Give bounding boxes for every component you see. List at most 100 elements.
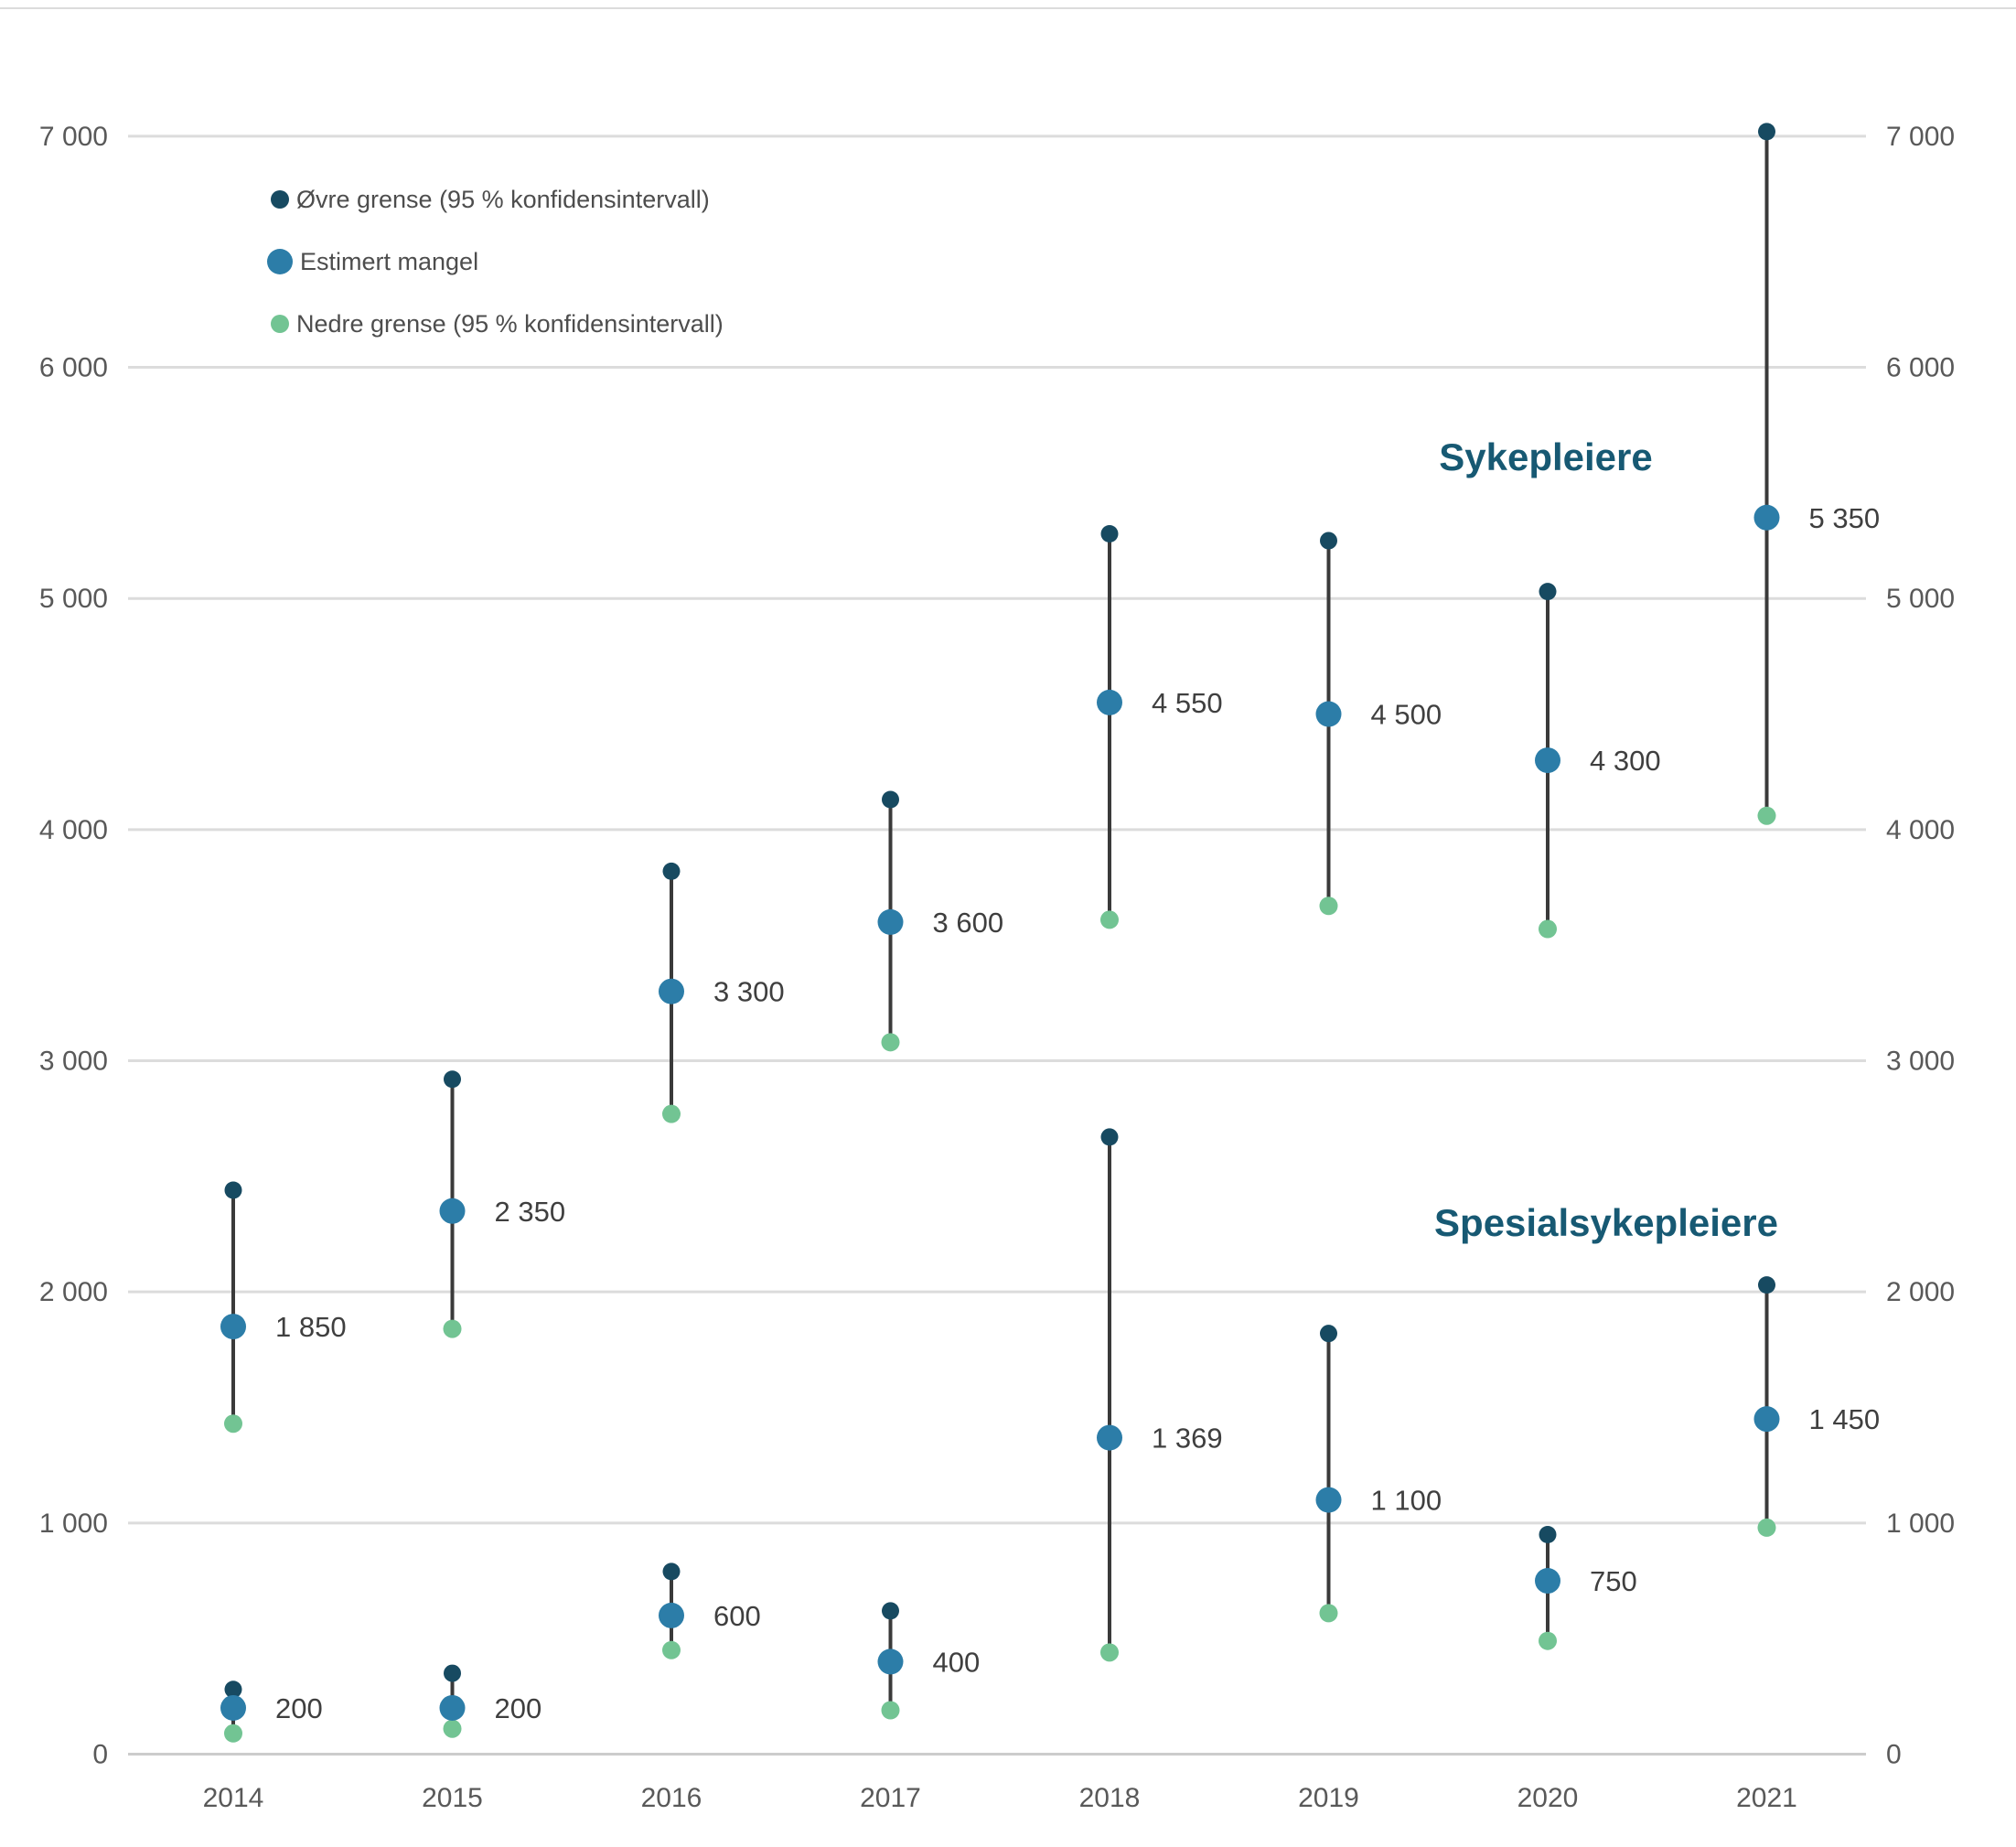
y-axis-tick-right-1000: 1 000 — [1886, 1509, 1955, 1539]
estimate-label-sykepleiere-2017: 3 600 — [933, 907, 1004, 939]
upper-dot-spesialsykepleiere-2018 — [1100, 1128, 1119, 1146]
estimate-dot-sykepleiere-2021 — [1753, 504, 1780, 531]
legend-item-upper: Øvre grense (95 % konfidensintervall) — [271, 179, 724, 220]
series-title-spesialsykepleiere: Spesialsykepleiere — [1434, 1201, 1778, 1244]
x-axis-tick-2020: 2020 — [1517, 1783, 1579, 1813]
upper-dot-sykepleiere-2020 — [1539, 583, 1557, 601]
estimate-label-sykepleiere-2014: 1 850 — [275, 1311, 347, 1343]
estimate-label-sykepleiere-2016: 3 300 — [713, 976, 785, 1008]
estimate-dot-spesialsykepleiere-2014 — [220, 1694, 246, 1721]
legend-item-estimate: Estimert mangel — [267, 242, 724, 282]
legend-item-label: Nedre grense (95 % konfidensintervall) — [296, 309, 724, 338]
lower-dot-spesialsykepleiere-2018 — [1100, 1643, 1119, 1662]
legend-item-label: Estimert mangel — [300, 247, 479, 275]
estimate-dot-sykepleiere-2017 — [877, 908, 904, 935]
estimate-label-spesialsykepleiere-2015: 200 — [495, 1692, 542, 1724]
estimate-dot-spesialsykepleiere-2020 — [1535, 1568, 1560, 1595]
upper-dot-spesialsykepleiere-2015 — [444, 1664, 461, 1682]
estimate-dot-sykepleiere-2018 — [1097, 689, 1122, 715]
lower-dot-sykepleiere-2017 — [881, 1033, 900, 1052]
estimate-label-sykepleiere-2019: 4 500 — [1371, 699, 1442, 731]
y-axis-tick-left-0: 0 — [92, 1740, 108, 1770]
lower-dot-spesialsykepleiere-2017 — [881, 1701, 900, 1720]
upper-dot-spesialsykepleiere-2017 — [882, 1602, 899, 1620]
estimate-dot-spesialsykepleiere-2018 — [1097, 1424, 1122, 1451]
y-axis-tick-right-7000: 7 000 — [1886, 122, 1955, 152]
x-axis-tick-2015: 2015 — [422, 1783, 483, 1813]
upper-dot-sykepleiere-2016 — [662, 862, 681, 880]
y-axis-tick-right-4000: 4 000 — [1886, 815, 1955, 845]
estimate-dot-sykepleiere-2020 — [1535, 747, 1560, 774]
upper-dot-sykepleiere-2015 — [444, 1070, 461, 1089]
legend: Øvre grense (95 % konfidensintervall) Es… — [267, 179, 724, 344]
upper-dot-spesialsykepleiere-2021 — [1758, 1276, 1775, 1294]
top-border-rule — [0, 7, 2016, 9]
lower-dot-sykepleiere-2016 — [662, 1104, 681, 1123]
y-axis-tick-right-6000: 6 000 — [1886, 353, 1955, 383]
estimate-label-spesialsykepleiere-2018: 1 369 — [1152, 1423, 1223, 1455]
estimate-label-spesialsykepleiere-2019: 1 100 — [1371, 1485, 1442, 1517]
x-axis-tick-2017: 2017 — [860, 1783, 921, 1813]
y-axis-tick-left-2000: 2 000 — [39, 1277, 108, 1307]
estimate-label-spesialsykepleiere-2016: 600 — [713, 1600, 761, 1632]
x-axis-tick-2021: 2021 — [1736, 1783, 1797, 1813]
upper-dot-spesialsykepleiere-2020 — [1539, 1525, 1557, 1543]
estimate-dot-icon — [267, 249, 293, 274]
estimate-label-sykepleiere-2015: 2 350 — [495, 1196, 566, 1228]
estimate-label-sykepleiere-2021: 5 350 — [1809, 502, 1881, 534]
y-axis-tick-left-1000: 1 000 — [39, 1509, 108, 1539]
estimate-dot-sykepleiere-2016 — [659, 978, 684, 1004]
estimate-dot-sykepleiere-2015 — [439, 1197, 466, 1224]
lower-dot-spesialsykepleiere-2014 — [224, 1724, 242, 1743]
y-axis-tick-right-5000: 5 000 — [1886, 584, 1955, 614]
lower-dot-spesialsykepleiere-2020 — [1539, 1631, 1557, 1650]
upper-dot-sykepleiere-2021 — [1758, 123, 1775, 141]
y-axis-tick-left-4000: 4 000 — [39, 815, 108, 845]
legend-item-lower: Nedre grense (95 % konfidensintervall) — [271, 304, 724, 344]
y-axis-tick-right-0: 0 — [1886, 1740, 1902, 1770]
upper-dot-spesialsykepleiere-2019 — [1320, 1325, 1337, 1343]
estimate-label-spesialsykepleiere-2017: 400 — [933, 1646, 981, 1678]
estimate-dot-spesialsykepleiere-2017 — [877, 1648, 904, 1675]
estimate-dot-spesialsykepleiere-2015 — [439, 1694, 466, 1721]
x-axis-tick-2018: 2018 — [1079, 1783, 1141, 1813]
lower-dot-spesialsykepleiere-2021 — [1757, 1518, 1776, 1537]
x-axis-tick-2014: 2014 — [203, 1783, 264, 1813]
upper-dot-spesialsykepleiere-2016 — [662, 1562, 681, 1581]
x-axis-tick-2016: 2016 — [641, 1783, 702, 1813]
upper-dot-sykepleiere-2014 — [224, 1181, 242, 1199]
estimate-label-sykepleiere-2020: 4 300 — [1590, 745, 1661, 777]
upper-dot-sykepleiere-2019 — [1320, 532, 1337, 550]
upper-bound-dot-icon — [271, 190, 289, 209]
y-axis-tick-right-3000: 3 000 — [1886, 1047, 1955, 1077]
estimate-dot-spesialsykepleiere-2016 — [659, 1602, 684, 1628]
lower-dot-sykepleiere-2014 — [224, 1414, 242, 1434]
estimate-dot-sykepleiere-2019 — [1315, 701, 1342, 727]
y-axis-tick-left-3000: 3 000 — [39, 1047, 108, 1077]
y-axis-tick-left-6000: 6 000 — [39, 353, 108, 383]
legend-item-label: Øvre grense (95 % konfidensintervall) — [296, 185, 710, 213]
upper-dot-sykepleiere-2017 — [882, 790, 899, 809]
y-axis-tick-left-7000: 7 000 — [39, 122, 108, 152]
lower-bound-dot-icon — [271, 315, 289, 333]
estimate-label-spesialsykepleiere-2021: 1 450 — [1809, 1403, 1881, 1435]
upper-dot-sykepleiere-2018 — [1100, 524, 1119, 542]
lower-dot-spesialsykepleiere-2019 — [1319, 1604, 1338, 1623]
y-axis-tick-right-2000: 2 000 — [1886, 1277, 1955, 1307]
lower-dot-spesialsykepleiere-2015 — [443, 1719, 462, 1738]
lower-dot-spesialsykepleiere-2016 — [662, 1640, 681, 1659]
series-title-sykepleiere: Sykepleiere — [1439, 435, 1653, 478]
estimate-label-sykepleiere-2018: 4 550 — [1152, 687, 1223, 719]
lower-dot-sykepleiere-2018 — [1100, 910, 1119, 929]
upper-dot-spesialsykepleiere-2014 — [224, 1681, 242, 1699]
y-axis-tick-left-5000: 5 000 — [39, 584, 108, 614]
estimate-dot-spesialsykepleiere-2019 — [1315, 1487, 1342, 1513]
lower-dot-sykepleiere-2019 — [1319, 897, 1338, 916]
estimate-dot-sykepleiere-2014 — [220, 1314, 246, 1340]
lower-dot-sykepleiere-2015 — [443, 1319, 462, 1338]
estimate-dot-spesialsykepleiere-2021 — [1753, 1406, 1780, 1433]
lower-dot-sykepleiere-2020 — [1539, 919, 1557, 939]
lower-dot-sykepleiere-2021 — [1757, 806, 1776, 825]
